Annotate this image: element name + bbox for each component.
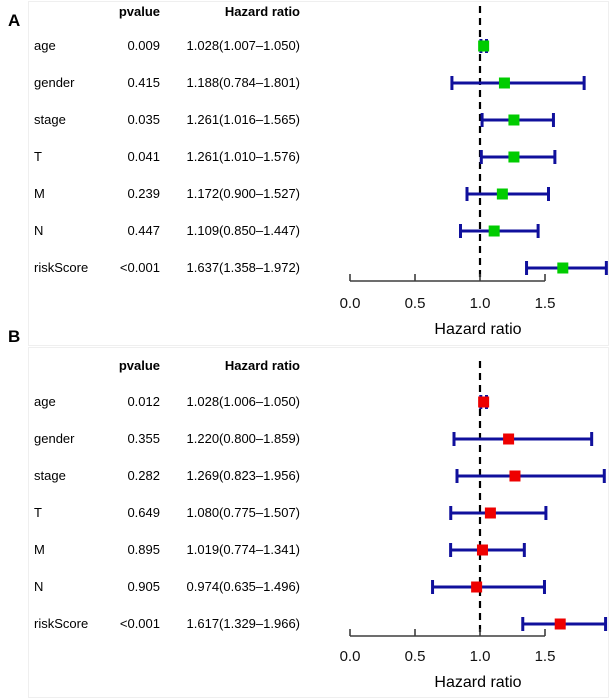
row-pvalue-T: 0.649 bbox=[127, 505, 160, 520]
hazard-column-header-b: Hazard ratio bbox=[224, 358, 300, 373]
row-label-age: age bbox=[34, 38, 56, 53]
row-hr-text-riskScore: 1.637(1.358–1.972) bbox=[186, 260, 300, 275]
pvalue-column-header-b: pvalue bbox=[118, 358, 160, 373]
panel-b-frame bbox=[28, 347, 609, 698]
row-hr-text-M: 1.172(0.900–1.527) bbox=[186, 186, 300, 201]
row-pvalue-M: 0.239 bbox=[127, 186, 160, 201]
row-pvalue-T: 0.041 bbox=[127, 149, 160, 164]
row-label-riskScore: riskScore bbox=[34, 616, 89, 631]
row-label-gender: gender bbox=[34, 431, 75, 446]
panel-label-b: B bbox=[8, 327, 21, 346]
row-pvalue-gender: 0.355 bbox=[127, 431, 160, 446]
row-pvalue-gender: 0.415 bbox=[127, 75, 160, 90]
panel-a-frame bbox=[28, 1, 609, 346]
row-hr-text-age: 1.028(1.006–1.050) bbox=[186, 394, 300, 409]
row-hr-text-riskScore: 1.617(1.329–1.966) bbox=[186, 616, 300, 631]
row-hr-text-gender: 1.220(0.800–1.859) bbox=[186, 431, 300, 446]
row-hr-text-stage: 1.269(0.823–1.956) bbox=[186, 468, 300, 483]
row-label-M: M bbox=[34, 542, 45, 557]
row-hr-text-stage: 1.261(1.016–1.565) bbox=[186, 112, 300, 127]
row-pvalue-stage: 0.282 bbox=[127, 468, 160, 483]
row-pvalue-stage: 0.035 bbox=[127, 112, 160, 127]
row-label-M: M bbox=[34, 186, 45, 201]
row-hr-text-T: 1.261(1.010–1.576) bbox=[186, 149, 300, 164]
row-label-stage: stage bbox=[34, 112, 66, 127]
row-hr-text-T: 1.080(0.775–1.507) bbox=[186, 505, 300, 520]
row-pvalue-age: 0.009 bbox=[127, 38, 160, 53]
x-axis-title-a: Hazard ratio bbox=[434, 321, 522, 338]
row-label-N: N bbox=[34, 579, 44, 594]
row-hr-text-M: 1.019(0.774–1.341) bbox=[186, 542, 300, 557]
row-hr-text-gender: 1.188(0.784–1.801) bbox=[186, 75, 300, 90]
panel-label-a: A bbox=[8, 11, 21, 30]
row-hr-text-age: 1.028(1.007–1.050) bbox=[186, 38, 300, 53]
row-pvalue-riskScore: <0.001 bbox=[119, 260, 160, 275]
row-pvalue-age: 0.012 bbox=[127, 394, 160, 409]
row-label-gender: gender bbox=[34, 75, 75, 90]
row-hr-text-N: 1.109(0.850–1.447) bbox=[186, 223, 300, 238]
hazard-column-header-a: Hazard ratio bbox=[224, 4, 300, 19]
row-label-riskScore: riskScore bbox=[34, 260, 89, 275]
pvalue-column-header-a: pvalue bbox=[118, 4, 160, 19]
row-pvalue-N: 0.447 bbox=[127, 223, 160, 238]
row-label-N: N bbox=[34, 223, 44, 238]
row-pvalue-riskScore: <0.001 bbox=[119, 616, 160, 631]
row-label-age: age bbox=[34, 394, 56, 409]
row-label-T: T bbox=[34, 149, 42, 164]
row-label-T: T bbox=[34, 505, 42, 520]
x-axis-title-b: Hazard ratio bbox=[434, 674, 522, 691]
row-label-stage: stage bbox=[34, 468, 66, 483]
row-pvalue-N: 0.905 bbox=[127, 579, 160, 594]
row-hr-text-N: 0.974(0.635–1.496) bbox=[186, 579, 300, 594]
row-pvalue-M: 0.895 bbox=[127, 542, 160, 557]
